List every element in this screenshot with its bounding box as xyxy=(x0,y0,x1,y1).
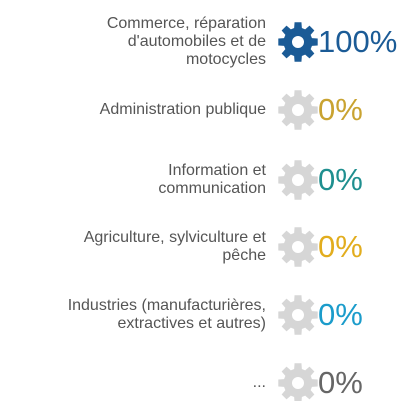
gear-icon xyxy=(278,363,318,401)
value-label: 0% xyxy=(318,162,363,197)
gear-icon xyxy=(278,295,318,335)
category-label: Commerce, réparation d'automobiles et de… xyxy=(106,15,266,68)
value-label: 0% xyxy=(318,365,363,400)
value-label: 0% xyxy=(318,92,363,127)
category-label: Agriculture, sylviculture et pêche xyxy=(83,229,266,264)
gear-icon xyxy=(278,227,318,267)
category-label: ... xyxy=(252,374,266,391)
gear-icon xyxy=(278,160,318,200)
category-label: Administration publique xyxy=(99,101,266,118)
gear-icon xyxy=(278,90,318,130)
value-label: 100% xyxy=(318,24,398,59)
value-label: 0% xyxy=(318,229,363,264)
category-label: Industries (manufacturières, extractives… xyxy=(67,297,266,332)
gear-icon xyxy=(278,22,318,62)
value-label: 0% xyxy=(318,297,363,332)
category-label: Information et communication xyxy=(158,162,266,197)
